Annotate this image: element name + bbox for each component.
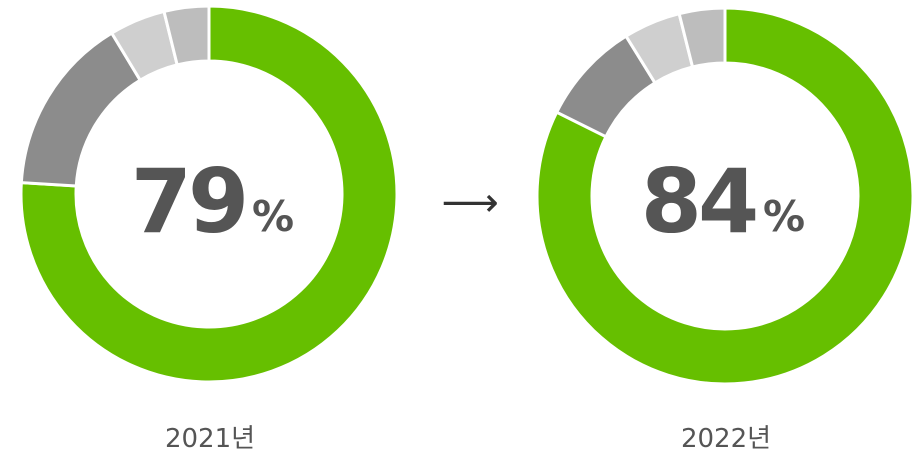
percent-sign-2021: %: [252, 192, 294, 241]
year-label-2021: 2021년: [165, 424, 255, 452]
center-value-2022: 84: [641, 150, 756, 253]
donut-chart-2021: [19, 4, 399, 384]
donut-slice-0-1: [19, 31, 143, 188]
donut-chart-2022: [535, 6, 915, 386]
arrow-right-icon: ⟶: [441, 180, 498, 226]
donut-slice-0-0: [19, 4, 399, 384]
year-label-2022: 2022년: [681, 424, 771, 452]
donut-slice-0-3: [162, 4, 211, 67]
donut-slice-1-3: [677, 6, 727, 69]
center-value-2021: 79: [131, 150, 245, 253]
donut-slice-1-0: [535, 6, 915, 386]
percent-sign-2022: %: [763, 192, 805, 241]
